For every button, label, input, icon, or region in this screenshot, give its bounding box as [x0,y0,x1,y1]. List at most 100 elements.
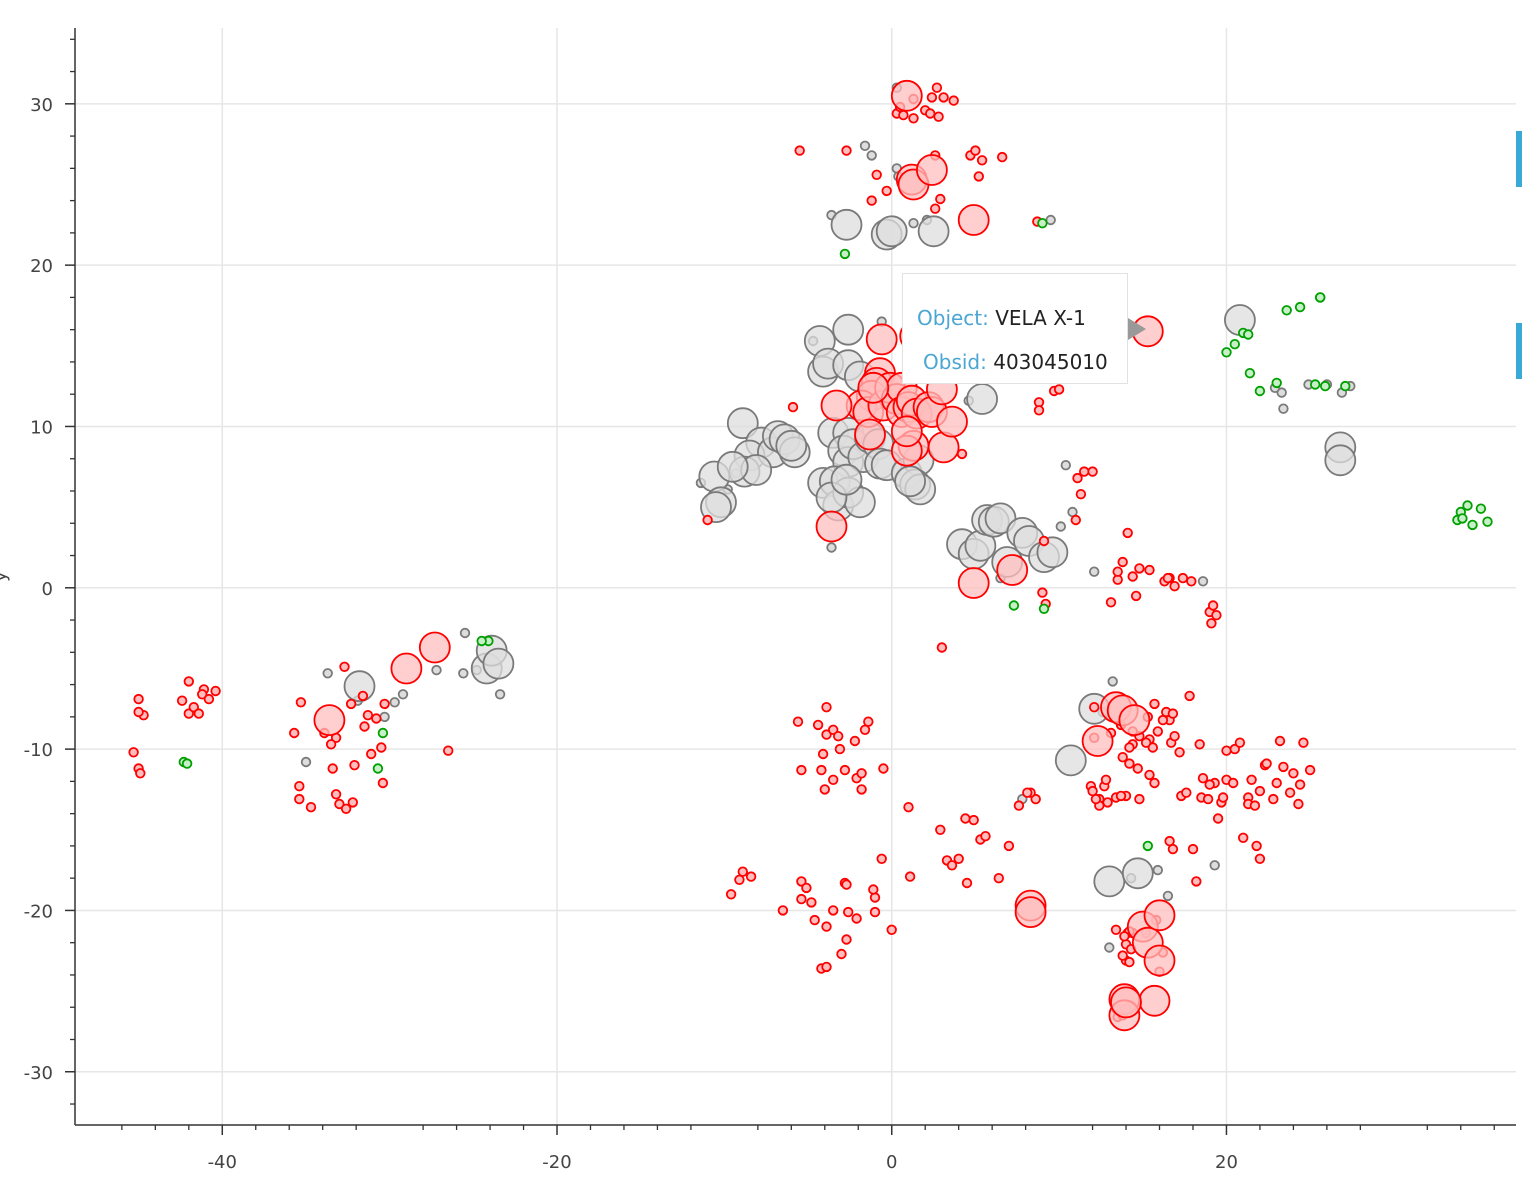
scatter-point-red-small[interactable] [931,82,943,93]
scatter-point-red-large[interactable] [996,554,1029,586]
scatter-point-red-small[interactable] [1177,572,1189,584]
scatter-point-gray-small[interactable] [458,668,469,679]
scatter-point-red-large[interactable] [1081,725,1114,757]
scatter-point-red-small[interactable] [1206,618,1217,629]
scatter-point-red-small[interactable] [821,961,832,973]
scatter-point-red-large[interactable] [1138,984,1171,1017]
scatter-point-gray-small[interactable] [379,711,390,723]
scatter-point-gray-small[interactable] [908,217,919,229]
scatter-point-red-small[interactable] [1271,777,1282,789]
scatter-point-red-large[interactable] [916,154,948,186]
scatter-point-gray-small[interactable] [397,689,409,700]
scatter-point-gray-large[interactable] [875,215,908,248]
scatter-point-gray-small[interactable] [494,689,506,700]
scatter-point-red-small[interactable] [176,695,188,706]
scatter-point-red-small[interactable] [128,747,139,758]
scatter-point-red-small[interactable] [1186,576,1197,587]
scatter-point-gray-small[interactable] [1152,864,1164,876]
scatter-point-red-small[interactable] [821,729,832,740]
scatter-point-red-small[interactable] [1088,702,1100,713]
scatter-point-red-small[interactable] [725,889,737,900]
scatter-point-red-small[interactable] [330,789,342,800]
scatter-point-red-small[interactable] [1117,950,1128,961]
scatter-point-red-small[interactable] [1197,773,1209,784]
scatter-point-gray-small[interactable] [431,664,442,676]
scatter-point-green-small[interactable] [1294,301,1306,313]
scatter-point-red-small[interactable] [371,713,382,724]
scatter-point-red-small[interactable] [1003,840,1015,852]
scatter-point-red-small[interactable] [376,742,387,753]
scatter-point-red-small[interactable] [1152,726,1164,737]
scatter-point-red-large[interactable] [890,415,923,448]
scatter-point-red-small[interactable] [1124,758,1135,769]
scatter-point-red-small[interactable] [1100,774,1112,786]
scatter-point-red-small[interactable] [294,793,305,805]
scatter-point-red-small[interactable] [133,693,144,705]
scatter-point-red-small[interactable] [1227,777,1239,789]
scatter-point-red-small[interactable] [1037,587,1048,598]
scatter-point-green-small[interactable] [1467,519,1478,531]
scatter-point-red-large[interactable] [313,704,346,736]
scatter-point-red-small[interactable] [1033,405,1045,416]
scatter-point-red-small[interactable] [1070,514,1082,526]
scatter-point-red-small[interactable] [357,690,369,702]
scatter-point-gray-small[interactable] [1045,214,1056,226]
scatter-point-green-small[interactable] [839,248,851,260]
scatter-point-red-small[interactable] [871,169,882,181]
scatter-point-red-small[interactable] [377,777,389,789]
scatter-point-red-small[interactable] [1284,787,1296,798]
scatter-point-red-small[interactable] [856,768,867,779]
scatter-point-red-small[interactable] [1157,714,1169,726]
scatter-point-red-small[interactable] [193,708,205,719]
scatter-point-green-small[interactable] [1038,603,1050,615]
scatter-point-red-small[interactable] [839,764,851,776]
scatter-point-red-small[interactable] [1134,563,1145,574]
scatter-point-red-small[interactable] [1187,843,1199,855]
scatter-point-gray-small[interactable] [300,756,312,768]
scatter-point-red-small[interactable] [1134,793,1145,805]
scatter-point-gray-small[interactable] [826,542,837,553]
scatter-point-gray-small[interactable] [1060,460,1072,471]
scatter-point-red-large[interactable] [1143,944,1176,977]
scatter-point-red-small[interactable] [878,763,889,774]
scatter-point-red-large[interactable] [1143,899,1176,932]
scatter-point-red-small[interactable] [1288,768,1299,779]
scatter-point-red-large[interactable] [865,323,898,356]
scatter-point-gray-small[interactable] [1209,860,1220,871]
scatter-point-green-small[interactable] [1462,500,1473,511]
scatter-point-red-small[interactable] [345,698,357,710]
scatter-point-green-small[interactable] [377,727,389,739]
scatter-point-red-small[interactable] [1119,931,1130,942]
scatter-point-gray-small[interactable] [1104,942,1115,953]
scatter-point-gray-large[interactable] [984,502,1017,535]
scatter-point-red-small[interactable] [1274,735,1286,747]
scatter-point-red-small[interactable] [289,727,300,739]
scatter-point-red-small[interactable] [1298,737,1309,748]
scatter-point-red-small[interactable] [1304,764,1316,776]
scatter-point-red-small[interactable] [1115,790,1127,802]
scatter-point-red-small[interactable] [936,642,948,653]
scatter-point-red-large[interactable] [418,631,451,664]
scatter-point-gray-large[interactable] [482,647,515,680]
scatter-point-red-small[interactable] [359,721,370,732]
scatter-point-red-small[interactable] [834,743,846,755]
scatter-point-red-small[interactable] [1102,797,1113,808]
scatter-point-red-small[interactable] [1212,813,1224,824]
scatter-point-red-small[interactable] [819,784,831,795]
scatter-point-red-small[interactable] [1261,758,1272,769]
scatter-point-red-small[interactable] [1167,708,1179,719]
scatter-point-red-small[interactable] [898,109,909,121]
scatter-point-red-large[interactable] [957,204,990,236]
scatter-point-red-small[interactable] [1144,769,1155,781]
scatter-point-red-small[interactable] [1117,556,1128,568]
scatter-point-red-small[interactable] [135,768,146,779]
scatter-point-gray-large[interactable] [917,215,950,248]
scatter-point-gray-large[interactable] [775,429,808,462]
scatter-point-red-small[interactable] [843,906,854,918]
scatter-point-red-small[interactable] [702,514,713,526]
scatter-point-red-small[interactable] [886,924,897,936]
scatter-point-red-small[interactable] [908,113,919,124]
scatter-point-gray-large[interactable] [1324,444,1357,477]
scatter-point-red-small[interactable] [1117,752,1128,763]
scatter-point-red-large[interactable] [390,652,423,685]
